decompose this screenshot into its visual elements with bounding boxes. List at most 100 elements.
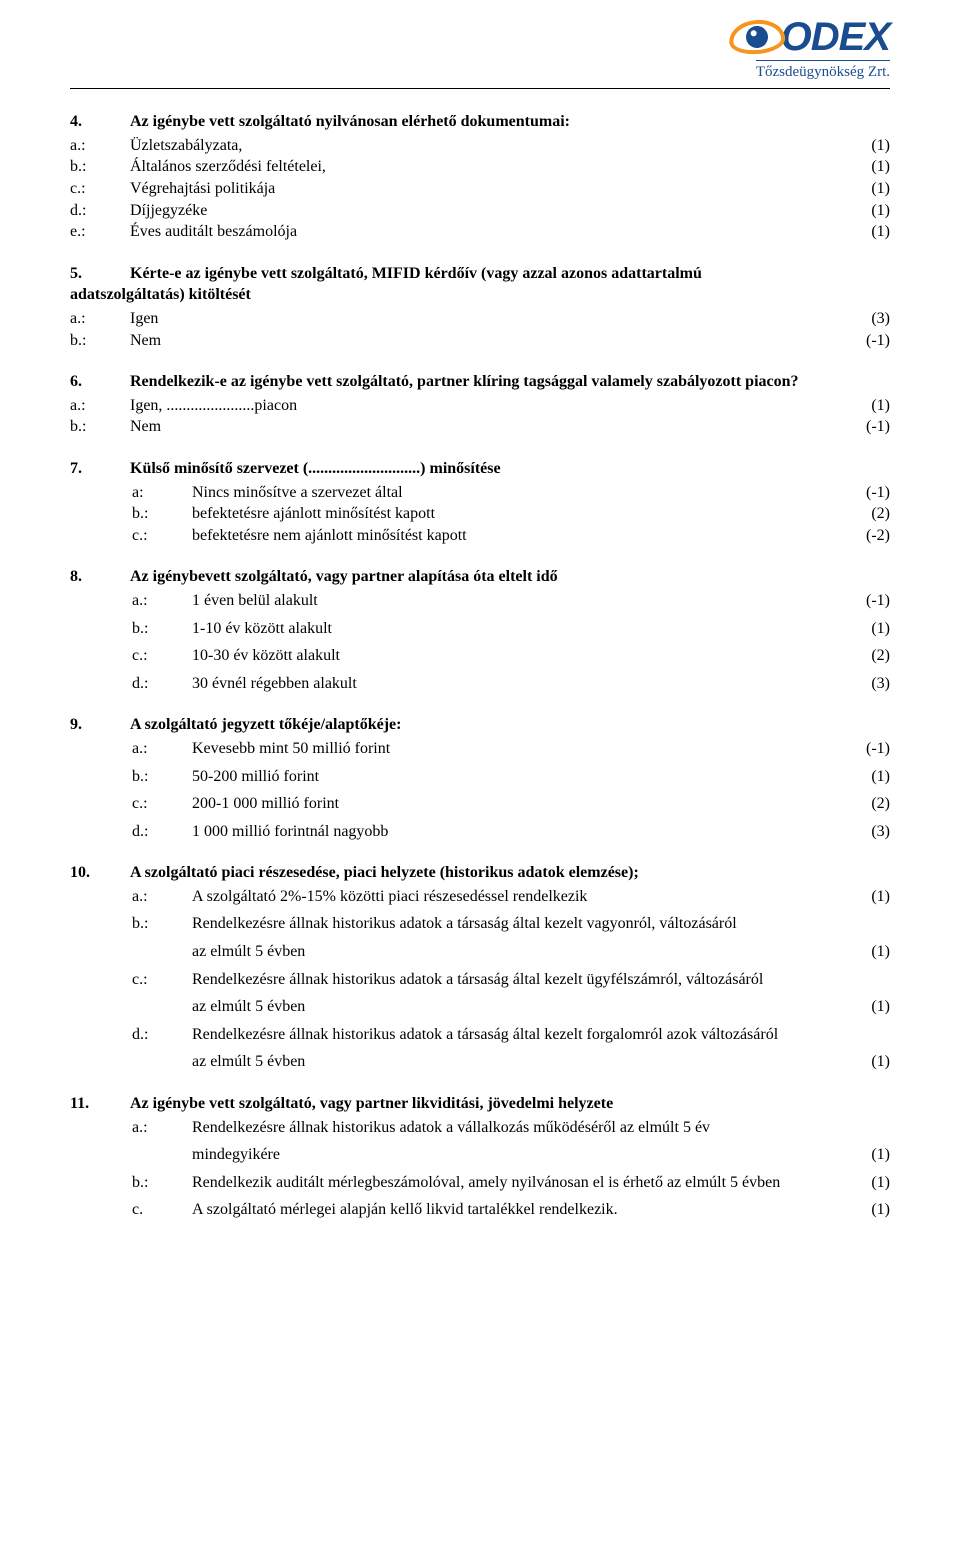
item-score: (1) xyxy=(840,766,890,788)
section-number: 8. xyxy=(70,566,130,588)
item-text: befektetésre ajánlott minősítést kapott xyxy=(192,503,840,525)
item-text: 1-10 év között alakult xyxy=(192,618,840,640)
item-text: Nem xyxy=(130,416,840,438)
list-item: c.:Végrehajtási politikája(1) xyxy=(70,178,890,200)
logo-text: ODEX xyxy=(781,10,890,64)
list-item: d.:30 évnél régebben alakult(3) xyxy=(70,673,890,695)
list-item: a:Nincs minősítve a szervezet által(-1) xyxy=(70,482,890,504)
section-title-text: Az igénybevett szolgáltató, vagy partner… xyxy=(130,566,890,588)
section-title-text: Az igénybe vett szolgáltató, vagy partne… xyxy=(130,1093,890,1115)
section-5: 5.Kérte-e az igénybe vett szolgáltató, M… xyxy=(70,263,890,351)
section-9-title: 9. A szolgáltató jegyzett tőkéje/alaptők… xyxy=(70,714,890,736)
item-text: 30 évnél régebben alakult xyxy=(192,673,840,695)
list-item: b.:Rendelkezik auditált mérlegbeszámolóv… xyxy=(70,1172,890,1194)
section-4-title: 4. Az igénybe vett szolgáltató nyilvános… xyxy=(70,111,890,133)
header-divider xyxy=(70,88,890,89)
list-item: c.:befektetésre nem ajánlott minősítést … xyxy=(70,525,890,547)
section-number: 9. xyxy=(70,714,130,736)
list-item: b.:1-10 év között alakult(1) xyxy=(70,618,890,640)
section-4: 4. Az igénybe vett szolgáltató nyilvános… xyxy=(70,111,890,243)
item-prefix: c.: xyxy=(70,969,192,991)
list-item: a.:Igen(3) xyxy=(70,308,890,330)
item-prefix: a.: xyxy=(70,590,192,612)
item-prefix: c.: xyxy=(70,645,192,667)
item-score: (3) xyxy=(840,308,890,330)
section-title-text: Az igénybe vett szolgáltató nyilvánosan … xyxy=(130,111,890,133)
section-7: 7. Külső minősítő szervezet (...........… xyxy=(70,458,890,546)
section-11: 11. Az igénybe vett szolgáltató, vagy pa… xyxy=(70,1093,890,1221)
item-score: (-2) xyxy=(840,525,890,547)
section-number: 10. xyxy=(70,862,130,884)
section-9: 9. A szolgáltató jegyzett tőkéje/alaptők… xyxy=(70,714,890,842)
list-item: e.:Éves auditált beszámolója(1) xyxy=(70,221,890,243)
item-score: (-1) xyxy=(840,590,890,612)
item-score: (1) xyxy=(840,1199,890,1221)
item-text: Üzletszabályzata, xyxy=(130,135,840,157)
item-score: (-1) xyxy=(840,330,890,352)
section-7-title: 7. Külső minősítő szervezet (...........… xyxy=(70,458,890,480)
item-score: (1) xyxy=(840,156,890,178)
section-number: 4. xyxy=(70,111,130,133)
section-6-title: 6. Rendelkezik-e az igénybe vett szolgál… xyxy=(70,371,890,393)
item-text: befektetésre nem ajánlott minősítést kap… xyxy=(192,525,840,547)
item-text: Díjjegyzéke xyxy=(130,200,840,222)
section-10-title: 10. A szolgáltató piaci részesedése, pia… xyxy=(70,862,890,884)
section-number: 6. xyxy=(70,371,130,393)
item-score: (3) xyxy=(840,673,890,695)
section-11-title: 11. Az igénybe vett szolgáltató, vagy pa… xyxy=(70,1093,890,1115)
item-score: (1) xyxy=(840,135,890,157)
item-prefix: b.: xyxy=(70,913,192,935)
section-number: 11. xyxy=(70,1093,130,1115)
logo-subtitle: Tőzsdeügynökség Zrt. xyxy=(756,60,890,82)
item-prefix: e.: xyxy=(70,221,130,243)
item-score: (-1) xyxy=(840,416,890,438)
logo: ODEX Tőzsdeügynökség Zrt. xyxy=(729,10,890,82)
item-text-line2: az elmúlt 5 évben xyxy=(192,1051,840,1073)
item-score: (-1) xyxy=(840,482,890,504)
item-score: (2) xyxy=(840,793,890,815)
item-score: (1) xyxy=(840,178,890,200)
item-score: (1) xyxy=(840,221,890,243)
item-prefix: c. xyxy=(70,1199,192,1221)
item-prefix: a.: xyxy=(70,1117,192,1139)
item-text: 1 éven belül alakult xyxy=(192,590,840,612)
page-header: ODEX Tőzsdeügynökség Zrt. xyxy=(70,0,890,82)
item-text: Rendelkezésre állnak historikus adatok a… xyxy=(192,1117,890,1139)
item-prefix: a.: xyxy=(70,308,130,330)
item-prefix: a.: xyxy=(70,886,192,908)
item-prefix: b.: xyxy=(70,330,130,352)
item-score: (1) xyxy=(840,200,890,222)
section-10: 10. A szolgáltató piaci részesedése, pia… xyxy=(70,862,890,1073)
item-score: (2) xyxy=(840,645,890,667)
section-title-text: Külső minősítő szervezet (..............… xyxy=(130,458,890,480)
list-item: a.:Kevesebb mint 50 millió forint(-1) xyxy=(70,738,890,760)
list-item: d.:1 000 millió forintnál nagyobb(3) xyxy=(70,821,890,843)
item-prefix: b.: xyxy=(70,1172,192,1194)
item-prefix: a.: xyxy=(70,395,130,417)
item-text: 200-1 000 millió forint xyxy=(192,793,840,815)
item-text: 1 000 millió forintnál nagyobb xyxy=(192,821,840,843)
item-score: (1) xyxy=(840,996,890,1018)
item-score: (-1) xyxy=(840,738,890,760)
item-prefix: b.: xyxy=(70,416,130,438)
section-title-text: Rendelkezik-e az igénybe vett szolgáltat… xyxy=(130,371,890,393)
item-text: Általános szerződési feltételei, xyxy=(130,156,840,178)
list-item: a.:Igen, ......................piacon(1) xyxy=(70,395,890,417)
list-item: a.:A szolgáltató 2%-15% közötti piaci ré… xyxy=(70,886,890,908)
item-text: Rendelkezésre állnak historikus adatok a… xyxy=(192,969,890,991)
list-item: b.:50-200 millió forint(1) xyxy=(70,766,890,788)
item-score: (1) xyxy=(840,886,890,908)
item-text: Igen, ......................piacon xyxy=(130,395,840,417)
list-item: d.:Díjjegyzéke(1) xyxy=(70,200,890,222)
item-text: A szolgáltató 2%-15% közötti piaci része… xyxy=(192,886,840,908)
list-item: c.:200-1 000 millió forint(2) xyxy=(70,793,890,815)
item-text: Éves auditált beszámolója xyxy=(130,221,840,243)
item-prefix: d.: xyxy=(70,673,192,695)
item-text: Rendelkezésre állnak historikus adatok a… xyxy=(192,1024,890,1046)
item-prefix: b.: xyxy=(70,618,192,640)
section-5-title: 5.Kérte-e az igénybe vett szolgáltató, M… xyxy=(70,263,890,306)
section-6: 6. Rendelkezik-e az igénybe vett szolgál… xyxy=(70,371,890,438)
item-prefix: b.: xyxy=(70,766,192,788)
section-title-line1: Kérte-e az igénybe vett szolgáltató, MIF… xyxy=(130,263,890,285)
list-item: a.:Rendelkezésre állnak historikus adato… xyxy=(70,1117,890,1166)
